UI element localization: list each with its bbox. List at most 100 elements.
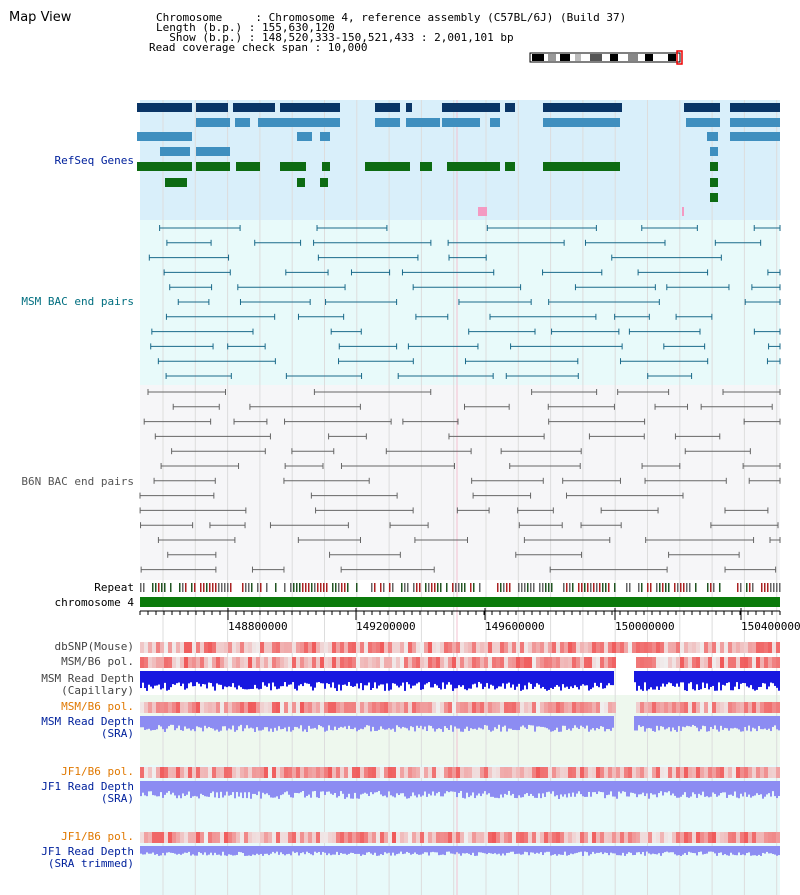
- jf1-pol-heat: [156, 767, 160, 778]
- dbsnp-heat: [448, 642, 452, 653]
- jf1-depth-trim-bar: [148, 846, 150, 854]
- track-label-msm-b6-pol[interactable]: MSM/B6 pol.: [61, 655, 134, 668]
- jf1-pol-trim-heat: [408, 832, 412, 843]
- jf1-depth-sra-bar: [292, 781, 294, 798]
- jf1-depth-sra-bar: [366, 781, 368, 794]
- track-label-jf1-depth-sra[interactable]: JF1 Read Depth: [41, 780, 134, 793]
- msm-depth-capillary-bar: [262, 671, 264, 683]
- track-label-jf1-b6-pol[interactable]: JF1/B6 pol.: [61, 765, 134, 778]
- jf1-depth-sra-bar: [650, 781, 652, 794]
- msm-depth-capillary-bar: [634, 671, 636, 683]
- repeat-mark: [332, 583, 334, 592]
- msm-depth-capillary-bar: [508, 671, 510, 683]
- dbsnp-heat: [432, 642, 436, 653]
- jf1-depth-sra-bar: [172, 781, 174, 793]
- repeat-mark: [710, 583, 712, 592]
- gene-feature: [442, 118, 480, 127]
- jf1-depth-sra-bar: [470, 781, 472, 796]
- msm-depth-sra-bar: [356, 716, 358, 732]
- repeat-mark: [290, 583, 292, 592]
- msm-depth-sra-bar: [590, 716, 592, 730]
- msm-depth-sra-bar: [350, 716, 352, 729]
- msm-depth-sra-bar: [504, 716, 506, 726]
- jf1-depth-sra-bar: [768, 781, 770, 794]
- jf1-depth-trim-bar: [210, 846, 212, 853]
- msm-pol-heat: [772, 657, 776, 668]
- msm-pol-sra-heat: [236, 702, 240, 713]
- jf1-depth-trim-bar: [172, 846, 174, 854]
- track-label-jf1-depth-trim[interactable]: JF1 Read Depth: [41, 845, 134, 858]
- jf1-pol-heat: [140, 767, 144, 778]
- msm-pol-heat: [612, 657, 616, 668]
- repeat-mark: [440, 583, 442, 592]
- msm-depth-sra-bar: [762, 716, 764, 730]
- dbsnp-heat: [348, 642, 352, 653]
- jf1-depth-sra-bar: [646, 781, 648, 794]
- msm-depth-capillary-bar: [762, 671, 764, 684]
- gene-feature: [442, 103, 500, 112]
- repeat-mark: [590, 583, 592, 592]
- jf1-depth-trim-bar: [444, 846, 446, 856]
- msm-depth-sra-bar: [422, 716, 424, 730]
- jf1-depth-trim-bar: [206, 846, 208, 856]
- jf1-depth-trim-bar: [580, 846, 582, 852]
- jf1-pol-trim-heat: [420, 832, 424, 843]
- track-label-jf1-b6-pol-trim[interactable]: JF1/B6 pol.: [61, 830, 134, 843]
- msm-depth-sra-bar: [310, 716, 312, 729]
- msm-depth-sra-bar: [538, 716, 540, 727]
- msm-depth-sra-bar: [666, 716, 668, 729]
- jf1-depth-trim-bar: [410, 846, 412, 855]
- repeat-mark: [569, 583, 571, 592]
- msm-pol-sra-heat: [188, 702, 192, 713]
- jf1-pol-heat: [236, 767, 240, 778]
- ideogram-band: [560, 54, 570, 61]
- dbsnp-heat: [604, 642, 608, 653]
- track-label-msm-depth-capillary[interactable]: MSM Read Depth: [41, 672, 134, 685]
- msm-depth-sra-bar: [334, 716, 336, 727]
- jf1-depth-sra-bar: [338, 781, 340, 797]
- jf1-pol-heat: [160, 767, 164, 778]
- jf1-pol-trim-heat: [252, 832, 256, 843]
- repeat-mark: [185, 583, 187, 592]
- repeat-mark: [305, 583, 307, 592]
- msm-depth-sra-bar: [606, 716, 608, 730]
- msm-pol-sra-heat: [708, 702, 712, 713]
- jf1-depth-trim-bar: [330, 846, 332, 856]
- msm-pol-sra-heat: [200, 702, 204, 713]
- jf1-depth-sra-bar: [356, 781, 358, 799]
- jf1-depth-trim-bar: [430, 846, 432, 853]
- jf1-pol-trim-heat: [464, 832, 468, 843]
- repeat-mark: [629, 583, 631, 592]
- repeat-mark: [593, 583, 595, 592]
- msm-depth-sra-bar: [654, 716, 656, 732]
- gene-feature: [320, 178, 328, 187]
- track-label-b6n-bac[interactable]: B6N BAC end pairs: [21, 475, 134, 488]
- dbsnp-heat: [392, 642, 396, 653]
- gene-feature: [505, 162, 515, 171]
- msm-pol-sra-heat: [212, 702, 216, 713]
- jf1-depth-trim-bar: [562, 846, 564, 855]
- track-label-refseq[interactable]: RefSeq Genes: [54, 154, 134, 167]
- msm-pol-heat: [208, 657, 212, 668]
- track-label-dbsnp[interactable]: dbSNP(Mouse): [54, 640, 134, 653]
- jf1-depth-sra-bar: [244, 781, 246, 793]
- msm-pol-sra-heat: [232, 702, 236, 713]
- jf1-depth-trim-bar: [660, 846, 662, 856]
- jf1-depth-sra-bar: [262, 781, 264, 793]
- jf1-depth-sra-bar: [774, 781, 776, 797]
- jf1-pol-trim-heat: [752, 832, 756, 843]
- jf1-depth-sra-bar: [608, 781, 610, 795]
- msm-depth-sra-bar: [548, 716, 550, 730]
- msm-depth-capillary-bar: [258, 671, 260, 690]
- msm-pol-heat: [304, 657, 308, 668]
- jf1-depth-trim-bar: [268, 846, 270, 856]
- msm-depth-capillary-bar: [554, 671, 556, 687]
- msm-pol-sra-heat: [688, 702, 692, 713]
- jf1-depth-trim-bar: [630, 846, 632, 853]
- jf1-depth-sra-bar: [564, 781, 566, 795]
- track-label-msm-depth-sra[interactable]: MSM Read Depth: [41, 715, 134, 728]
- track-label-msm-bac[interactable]: MSM BAC end pairs: [21, 295, 134, 308]
- repeat-mark: [257, 583, 259, 592]
- jf1-depth-trim-bar: [304, 846, 306, 855]
- track-label-msm-b6-pol-sra[interactable]: MSM/B6 pol.: [61, 700, 134, 713]
